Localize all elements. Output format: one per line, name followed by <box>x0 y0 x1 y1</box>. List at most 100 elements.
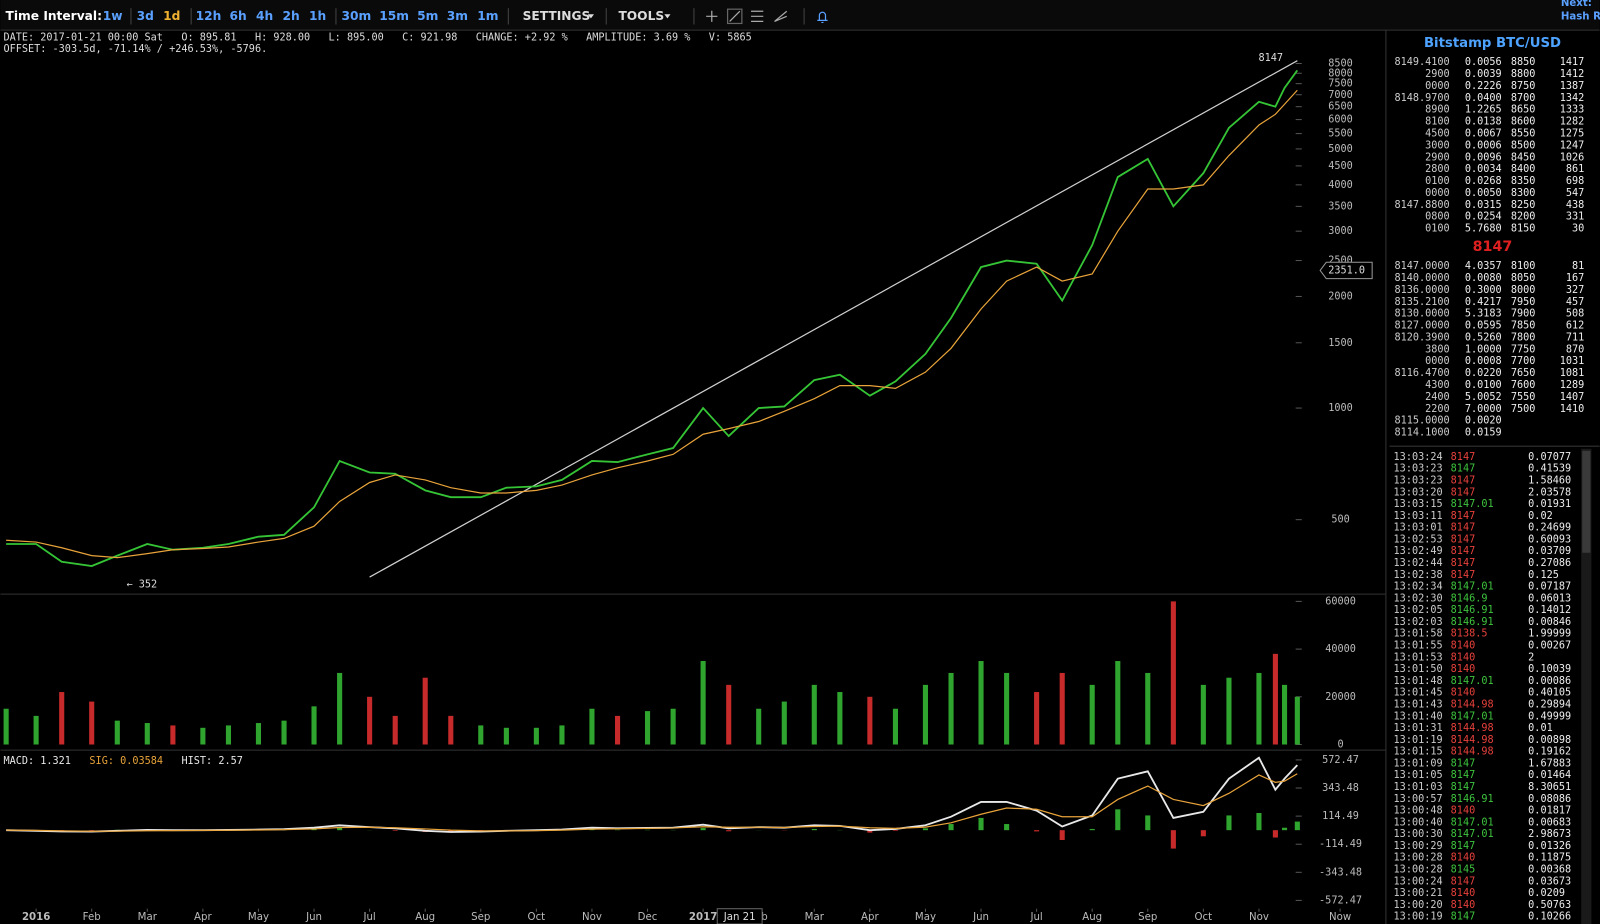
book-cell: 8100 <box>1425 117 1450 128</box>
alert-icon[interactable] <box>817 11 828 24</box>
interval-button[interactable]: 1w <box>103 9 123 23</box>
interval-button[interactable]: 3d <box>137 9 154 23</box>
book-cell: 7500 <box>1511 404 1536 415</box>
book-cell: 0.0050 <box>1465 188 1502 199</box>
trade-amount: 1.99999 <box>1528 629 1571 640</box>
crosshair-icon[interactable] <box>706 10 718 22</box>
interval-button[interactable]: 4h <box>256 9 273 23</box>
trade-amount: 0.07077 <box>1528 452 1571 463</box>
next-label[interactable]: Next: <box>1561 0 1592 9</box>
trade-price: 8144.98 <box>1451 735 1494 746</box>
interval-button[interactable]: 3m <box>447 9 468 23</box>
volume-bar <box>255 723 261 745</box>
book-cell: 0.0096 <box>1465 152 1502 163</box>
book-cell: 8250 <box>1511 200 1536 211</box>
y-tick-label: 3500 <box>1328 201 1353 212</box>
trade-amount: 0.00683 <box>1528 817 1571 828</box>
interval-button[interactable]: 6h <box>229 9 246 23</box>
trade-price: 8147 <box>1451 770 1476 781</box>
histogram-bar <box>1200 830 1206 837</box>
scrollbar[interactable] <box>1581 448 1592 924</box>
interval-button[interactable]: 1m <box>477 9 498 23</box>
book-cell: 0.0080 <box>1465 273 1502 284</box>
volume-bar <box>589 708 595 745</box>
book-cell: 167 <box>1566 273 1584 284</box>
hline-icon[interactable] <box>751 10 764 23</box>
book-cell: 8127.0000 <box>1394 321 1449 332</box>
trade-time: 13:01:19 <box>1394 735 1443 746</box>
book-cell: 4.0357 <box>1465 261 1502 272</box>
book-cell: 1387 <box>1560 81 1585 92</box>
x-tick-label: Mar <box>138 912 158 923</box>
trade-price: 8147 <box>1451 534 1476 545</box>
book-cell: 8350 <box>1511 176 1536 187</box>
fib-icon[interactable] <box>774 10 788 22</box>
volume-bar <box>892 708 899 745</box>
trade-amount: 0.03673 <box>1528 876 1571 887</box>
x-tick-label: Mar <box>805 912 825 923</box>
book-cell: 8136.0000 <box>1394 285 1449 296</box>
interval-button[interactable]: 1d <box>163 9 180 23</box>
tools-menu[interactable]: TOOLS <box>618 9 664 23</box>
book-cell: 7850 <box>1511 321 1536 332</box>
interval-button[interactable]: 12h <box>196 9 222 23</box>
trade-amount: 1.58460 <box>1528 475 1571 486</box>
x-tick-label: 2017 <box>689 912 717 923</box>
scrollbar-thumb[interactable] <box>1582 450 1591 553</box>
settings-menu[interactable]: SETTINGS <box>523 9 591 23</box>
trade-price: 8147 <box>1451 570 1476 581</box>
trade-time: 13:00:57 <box>1394 794 1443 805</box>
volume-bar <box>922 684 928 745</box>
trade-amount: 0.24699 <box>1528 523 1571 534</box>
trade-price: 8147 <box>1451 758 1476 769</box>
book-cell: 457 <box>1566 297 1584 308</box>
x-tick-label: 2016 <box>22 912 50 923</box>
interval-button[interactable]: 5m <box>417 9 438 23</box>
y-tick-label: 114.49 <box>1322 811 1359 822</box>
y-tick-label: 20000 <box>1325 692 1356 703</box>
trade-price: 8140 <box>1451 806 1476 817</box>
trade-amount: 0.40105 <box>1528 688 1571 699</box>
x-tick-label: Oct <box>528 912 546 923</box>
histogram-bar <box>811 828 817 831</box>
trade-price: 8140 <box>1451 888 1476 899</box>
line-icon[interactable] <box>729 10 741 22</box>
trade-price: 8146.91 <box>1451 605 1494 616</box>
trade-price: 8147 <box>1451 558 1476 569</box>
volume-bar <box>726 684 732 745</box>
book-cell: 8850 <box>1511 57 1536 68</box>
trade-price: 8146.9 <box>1451 593 1488 604</box>
volume-bar <box>644 711 651 745</box>
y-tick-label: 2500 <box>1328 256 1353 267</box>
volume-bar <box>478 725 484 745</box>
volume-bar <box>837 692 843 745</box>
book-cell: 1412 <box>1560 69 1585 80</box>
interval-button[interactable]: 2h <box>282 9 299 23</box>
histogram-bar <box>1115 809 1121 831</box>
histogram-bar <box>1145 815 1151 831</box>
trade-amount: 0.00846 <box>1528 617 1571 628</box>
tool-icons <box>706 8 828 25</box>
interval-button[interactable]: 15m <box>379 9 409 23</box>
hash-label[interactable]: Hash R <box>1561 11 1600 22</box>
y-tick-label: 0 <box>1337 740 1343 751</box>
trade-price: 8147.01 <box>1451 676 1494 687</box>
trade-amount: 0.01817 <box>1528 806 1571 817</box>
trade-price: 8147 <box>1451 452 1476 463</box>
volume-bar <box>114 720 120 745</box>
book-cell: 0.0034 <box>1465 164 1502 175</box>
crosshair-x-label: Jan 21 <box>723 912 756 923</box>
interval-button[interactable]: 1h <box>309 9 326 23</box>
y-tick-label: 7500 <box>1328 79 1353 90</box>
trade-time: 13:02:30 <box>1394 593 1443 604</box>
y-tick-label: 40000 <box>1325 644 1356 655</box>
book-cell: 8148.9700 <box>1394 93 1449 104</box>
histogram-bar <box>1059 830 1065 840</box>
interval-button[interactable]: 30m <box>341 9 371 23</box>
annotation: 8147 <box>1259 53 1284 64</box>
trade-time: 13:03:23 <box>1394 464 1443 475</box>
trade-time: 13:00:28 <box>1394 865 1443 876</box>
book-cell: 8150 <box>1511 224 1536 235</box>
book-title: Bitstamp BTC/USD <box>1424 36 1561 51</box>
line-tool-box[interactable] <box>726 8 743 25</box>
